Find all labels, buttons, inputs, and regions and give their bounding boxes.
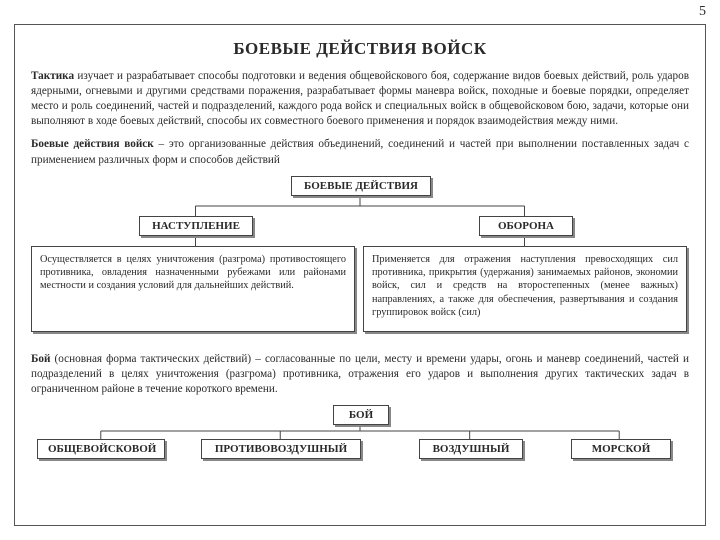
paragraph-tactics: Тактика изучает и разрабатывает способы … bbox=[31, 69, 689, 129]
paragraph-combat: Бой (основная форма тактических действий… bbox=[31, 352, 689, 397]
node-offense: НАСТУПЛЕНИЕ bbox=[139, 216, 253, 236]
page-title: БОЕВЫЕ ДЕЙСТВИЯ ВОЙСК bbox=[31, 39, 689, 59]
node-defense: ОБОРОНА bbox=[479, 216, 573, 236]
node-air-defense: ПРОТИВОВОЗДУШНЫЙ bbox=[201, 439, 361, 459]
content-frame: БОЕВЫЕ ДЕЙСТВИЯ ВОЙСК Тактика изучает и … bbox=[14, 24, 706, 526]
node-combined-arms: ОБЩЕВОЙСКОВОЙ bbox=[37, 439, 165, 459]
lead-word-tactics: Тактика bbox=[31, 70, 74, 82]
desc-offense: Осуществляется в целях уничтожения (разг… bbox=[31, 246, 355, 332]
page-number: 5 bbox=[699, 4, 706, 20]
diagram-combat-actions: БОЕВЫЕ ДЕЙСТВИЯ НАСТУПЛЕНИЕ ОБОРОНА Осущ… bbox=[31, 176, 689, 342]
para3-body: (основная форма тактических действий) – … bbox=[31, 353, 689, 395]
node-combat-actions: БОЕВЫЕ ДЕЙСТВИЯ bbox=[291, 176, 431, 196]
page: 5 БОЕВЫЕ ДЕЙСТВИЯ ВОЙСК Тактика изучает … bbox=[0, 0, 720, 540]
paragraph-actions: Боевые действия войск – это организованн… bbox=[31, 137, 689, 167]
lead-word-actions: Боевые действия войск bbox=[31, 138, 154, 150]
node-combat: БОЙ bbox=[333, 405, 389, 425]
diagram-combat-types: БОЙ ОБЩЕВОЙСКОВОЙ ПРОТИВОВОЗДУШНЫЙ ВОЗДУ… bbox=[31, 405, 689, 463]
node-naval: МОРСКОЙ bbox=[571, 439, 671, 459]
para1-body: изучает и разрабатывает способы подготов… bbox=[31, 70, 689, 127]
desc-defense: Применяется для отражения наступления пр… bbox=[363, 246, 687, 332]
node-air: ВОЗДУШНЫЙ bbox=[419, 439, 523, 459]
lead-word-combat: Бой bbox=[31, 353, 50, 365]
